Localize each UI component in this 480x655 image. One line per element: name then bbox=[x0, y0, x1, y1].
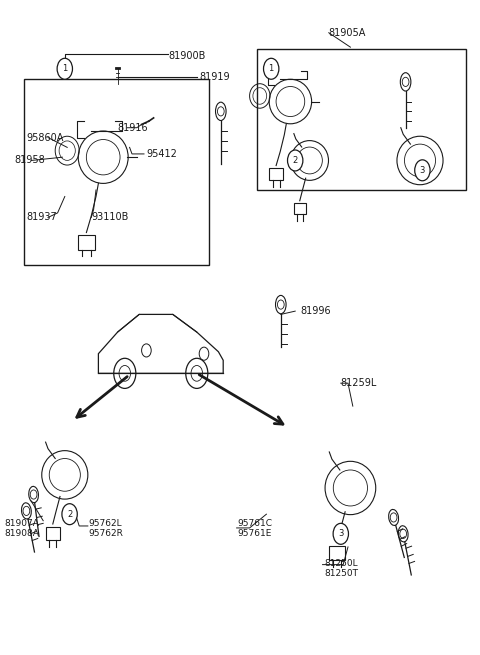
Text: 95412: 95412 bbox=[146, 149, 177, 159]
Text: 95762L: 95762L bbox=[89, 519, 122, 529]
Text: 95762R: 95762R bbox=[89, 529, 124, 538]
Bar bbox=[329, 546, 345, 560]
Text: 81900B: 81900B bbox=[168, 50, 205, 61]
Text: 95761C: 95761C bbox=[238, 519, 273, 529]
Bar bbox=[46, 527, 60, 540]
Text: 81908A: 81908A bbox=[5, 529, 40, 538]
Text: 81250T: 81250T bbox=[324, 569, 358, 578]
Circle shape bbox=[415, 160, 430, 181]
Bar bbox=[269, 168, 283, 180]
Text: 95860A: 95860A bbox=[26, 132, 64, 143]
Text: 81958: 81958 bbox=[14, 155, 45, 166]
Text: 1: 1 bbox=[269, 64, 274, 73]
Bar bbox=[78, 235, 95, 250]
Circle shape bbox=[62, 504, 77, 525]
Text: 81996: 81996 bbox=[300, 306, 331, 316]
Text: 81905A: 81905A bbox=[329, 28, 366, 38]
Text: 81916: 81916 bbox=[118, 122, 148, 133]
Text: 3: 3 bbox=[338, 529, 344, 538]
Text: 81907A: 81907A bbox=[5, 519, 40, 529]
Bar bbox=[257, 49, 466, 190]
Text: 93110B: 93110B bbox=[91, 212, 129, 223]
Text: 2: 2 bbox=[293, 156, 298, 165]
Bar bbox=[294, 204, 306, 214]
Circle shape bbox=[288, 150, 303, 171]
Text: 81250L: 81250L bbox=[324, 559, 358, 568]
Text: 95761E: 95761E bbox=[238, 529, 272, 538]
Text: 81919: 81919 bbox=[199, 72, 230, 83]
Text: 1: 1 bbox=[62, 64, 67, 73]
Bar bbox=[24, 79, 209, 265]
Text: 2: 2 bbox=[67, 510, 72, 519]
Circle shape bbox=[57, 58, 72, 79]
Text: 81259L: 81259L bbox=[341, 378, 377, 388]
Circle shape bbox=[333, 523, 348, 544]
Text: 3: 3 bbox=[420, 166, 425, 175]
Text: 81937: 81937 bbox=[26, 212, 57, 223]
Circle shape bbox=[264, 58, 279, 79]
